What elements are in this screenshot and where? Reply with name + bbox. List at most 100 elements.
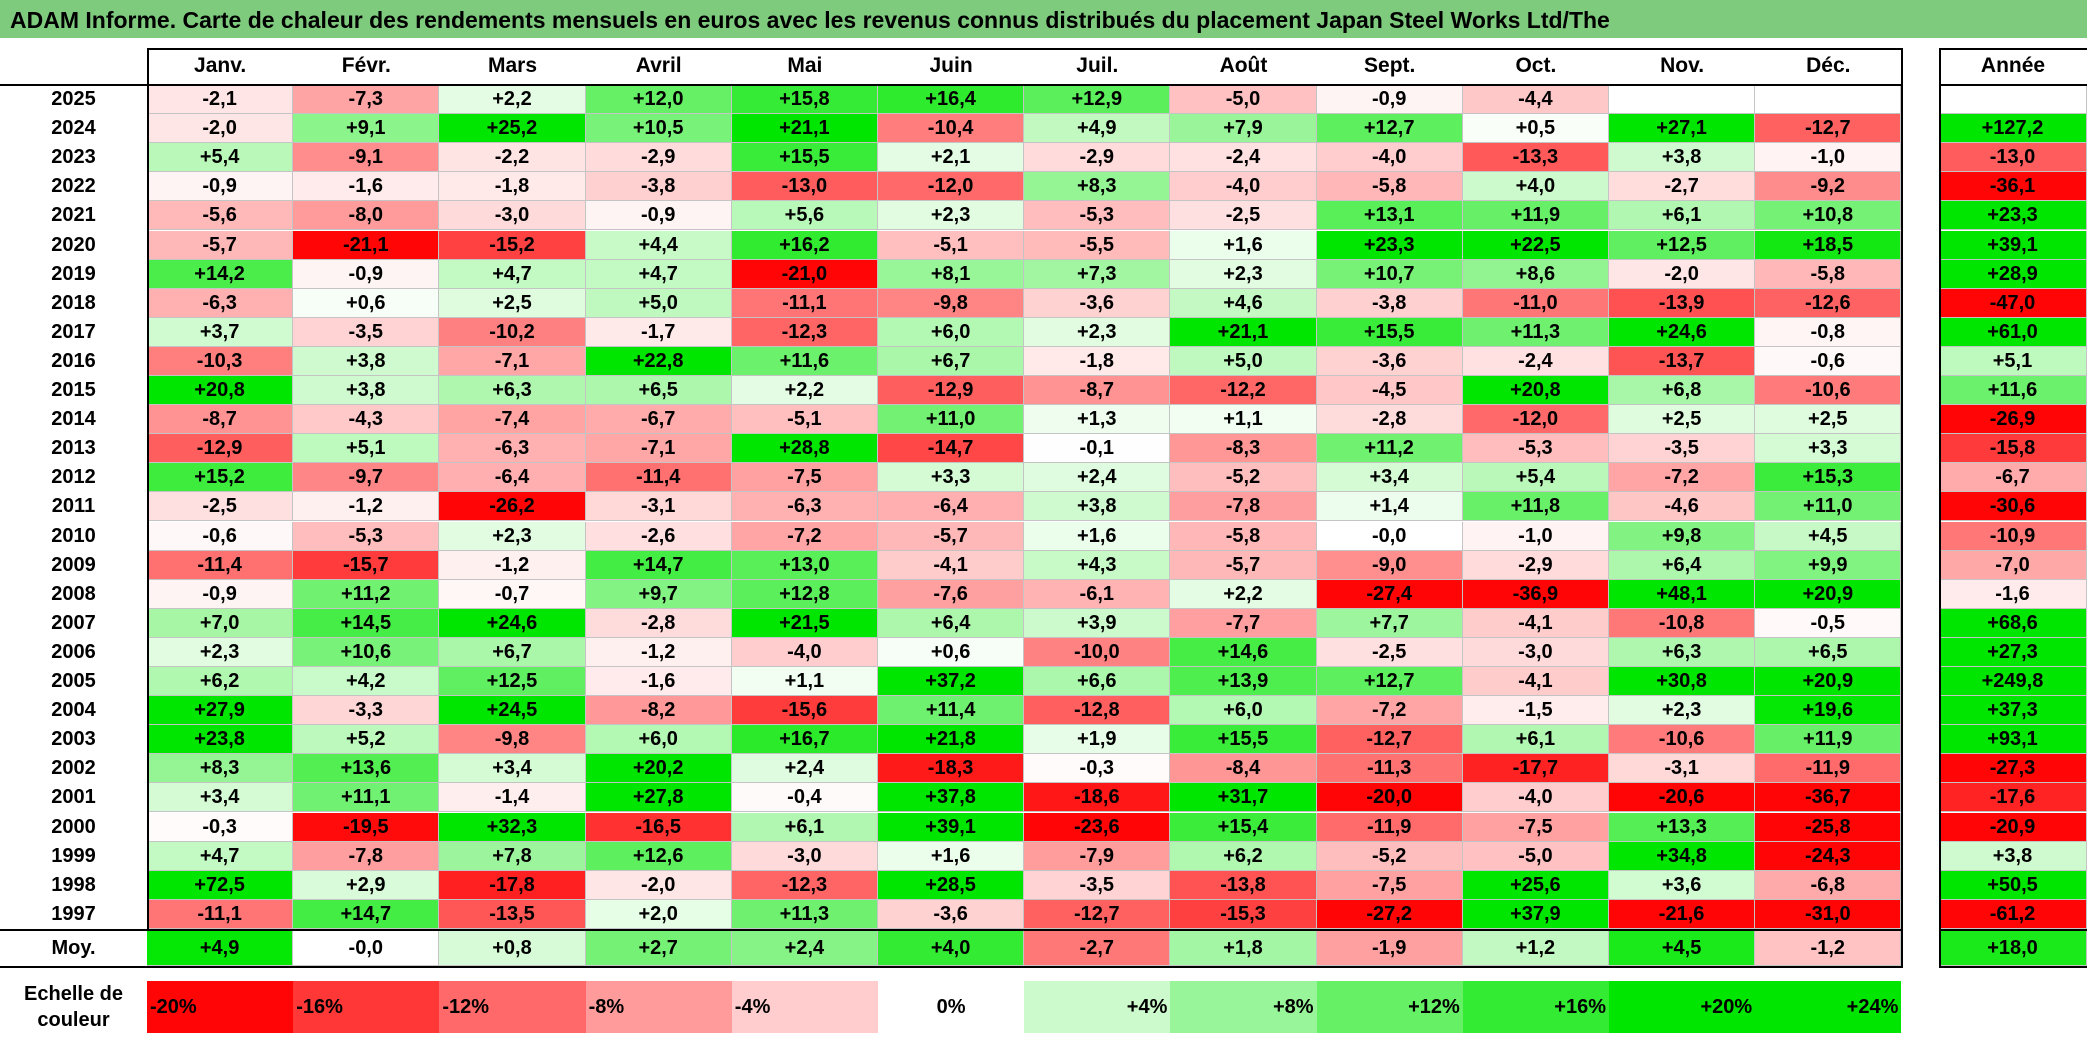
row-year-label: 2000	[51, 815, 96, 838]
annual-cell: -27,3	[1939, 754, 2087, 784]
heatmap-cell: -5,8	[1170, 521, 1317, 551]
header-top-line	[147, 48, 1902, 50]
heatmap-cell: -27,2	[1316, 899, 1463, 929]
avg-cell: +4,9	[147, 930, 294, 966]
heatmap-cell: +16,7	[731, 725, 878, 755]
heatmap-cell: +4,5	[1755, 521, 1902, 551]
heatmap-cell: -5,0	[1170, 85, 1317, 115]
annual-cell: -15,8	[1939, 434, 2087, 464]
heatmap-cell: +24,6	[439, 608, 586, 638]
heatmap-cell: -23,6	[1024, 812, 1171, 842]
heatmap-cell: -13,7	[1609, 346, 1756, 376]
heatmap-cell: +4,0	[1462, 172, 1609, 202]
row-year-label: 2005	[51, 670, 96, 692]
heatmap-cell: +6,0	[1170, 696, 1317, 726]
heatmap-cell: -26,2	[439, 492, 586, 522]
heatmap-cell: -7,8	[293, 841, 440, 871]
heatmap-cell: +25,2	[439, 114, 586, 144]
annual-cell: +27,3	[1939, 637, 2087, 667]
heatmap-cell: +11,6	[731, 346, 878, 376]
heatmap-cell: -6,4	[439, 463, 586, 493]
heatmap-cell: -2,5	[147, 492, 294, 522]
avg-cell: +0,8	[439, 930, 586, 966]
heatmap-cell: +5,2	[293, 725, 440, 755]
heatmap-cell: -2,0	[585, 870, 732, 900]
heatmap-cell: +12,5	[439, 667, 586, 697]
heatmap-cell: +9,9	[1755, 550, 1902, 580]
heatmap-cell: -17,8	[439, 870, 586, 900]
month-header: Janv.	[194, 54, 247, 77]
heatmap-cell: -9,8	[439, 725, 586, 755]
heatmap-cell: +3,9	[1024, 608, 1171, 638]
heatmap-cell: +12,5	[1609, 230, 1756, 260]
year-column-header: Année	[1980, 54, 2046, 77]
heatmap-cell: +5,4	[1462, 463, 1609, 493]
color-scale-step: +20%	[1609, 981, 1756, 1033]
heatmap-cell: +3,4	[147, 783, 294, 813]
heatmap-cell: -14,7	[878, 434, 1025, 464]
heatmap-cell: -5,2	[1170, 463, 1317, 493]
heatmap-cell: +2,4	[731, 754, 878, 784]
heatmap-cell: -7,2	[1316, 696, 1463, 726]
heatmap-cell: -13,3	[1462, 143, 1609, 173]
heatmap-cell: +22,8	[585, 346, 732, 376]
heatmap-cell: -4,1	[878, 550, 1025, 580]
heatmap-cell: -2,5	[1316, 637, 1463, 667]
heatmap-cell: -3,3	[293, 696, 440, 726]
month-header: Nov.	[1660, 54, 1705, 77]
row-year-label: 2019	[51, 262, 96, 285]
row-year-label: 2003	[51, 728, 96, 751]
heatmap-cell: +12,6	[585, 841, 732, 871]
month-header: Mai	[787, 54, 823, 77]
heatmap-cell: -10,6	[1755, 376, 1902, 406]
annual-header-line	[1939, 84, 2087, 86]
heatmap-cell: -0,5	[1755, 608, 1902, 638]
heatmap-cell: +11,9	[1462, 201, 1609, 231]
heatmap-cell: +5,6	[731, 201, 878, 231]
color-scale-step: +12%	[1316, 981, 1463, 1033]
avg-cell: +2,7	[585, 930, 732, 966]
heatmap-cell: -0,9	[147, 172, 294, 202]
color-scale-step: +16%	[1462, 981, 1609, 1033]
heatmap-cell: +10,6	[293, 637, 440, 667]
row-year-label: 2013	[51, 437, 96, 460]
heatmap-cell: -11,9	[1316, 812, 1463, 842]
heatmap-cell: -12,7	[1316, 725, 1463, 755]
heatmap-cell: -4,3	[293, 405, 440, 435]
heatmap-cell: +7,0	[147, 608, 294, 638]
heatmap-cell: -2,9	[1462, 550, 1609, 580]
heatmap-cell: -31,0	[1755, 899, 1902, 929]
heatmap-cell: +6,1	[1609, 201, 1756, 231]
heatmap-cell: -25,8	[1755, 812, 1902, 842]
heatmap-cell: +11,3	[731, 899, 878, 929]
avg-cell: -2,7	[1024, 930, 1171, 966]
heatmap-cell: -8,4	[1170, 754, 1317, 784]
annual-cell: +50,5	[1939, 870, 2087, 900]
heatmap-cell: -0,6	[1755, 346, 1902, 376]
annual-cell: -47,0	[1939, 288, 2087, 318]
header-bottom-line	[0, 84, 1904, 86]
annual-cell: +93,1	[1939, 725, 2087, 755]
heatmap-cell: -1,6	[585, 667, 732, 697]
heatmap-cell: +2,1	[878, 143, 1025, 173]
row-year-label: 2023	[51, 146, 96, 169]
heatmap-cell: -15,6	[731, 696, 878, 726]
heatmap-cell: -2,7	[1609, 172, 1756, 202]
month-header: Avril	[635, 54, 682, 77]
heatmap-cell: +28,8	[731, 434, 878, 464]
heatmap-cell: -0,9	[1316, 85, 1463, 115]
heatmap-cell: +1,9	[1024, 725, 1171, 755]
heatmap-cell: -18,3	[878, 754, 1025, 784]
annual-cell: +249,8	[1939, 667, 2087, 697]
month-header: Août	[1219, 54, 1268, 77]
heatmap-cell	[1755, 85, 1902, 115]
heatmap-cell: -1,8	[1024, 346, 1171, 376]
heatmap-cell: +39,1	[878, 812, 1025, 842]
heatmap-cell: -4,4	[1462, 85, 1609, 115]
month-header: Juin	[929, 54, 973, 77]
heatmap-cell: -0,8	[1755, 317, 1902, 347]
heatmap-cell: -7,2	[731, 521, 878, 551]
avg-cell: +4,5	[1609, 930, 1756, 966]
heatmap-cell: +6,1	[1462, 725, 1609, 755]
color-scale-step: -20%	[147, 981, 294, 1033]
